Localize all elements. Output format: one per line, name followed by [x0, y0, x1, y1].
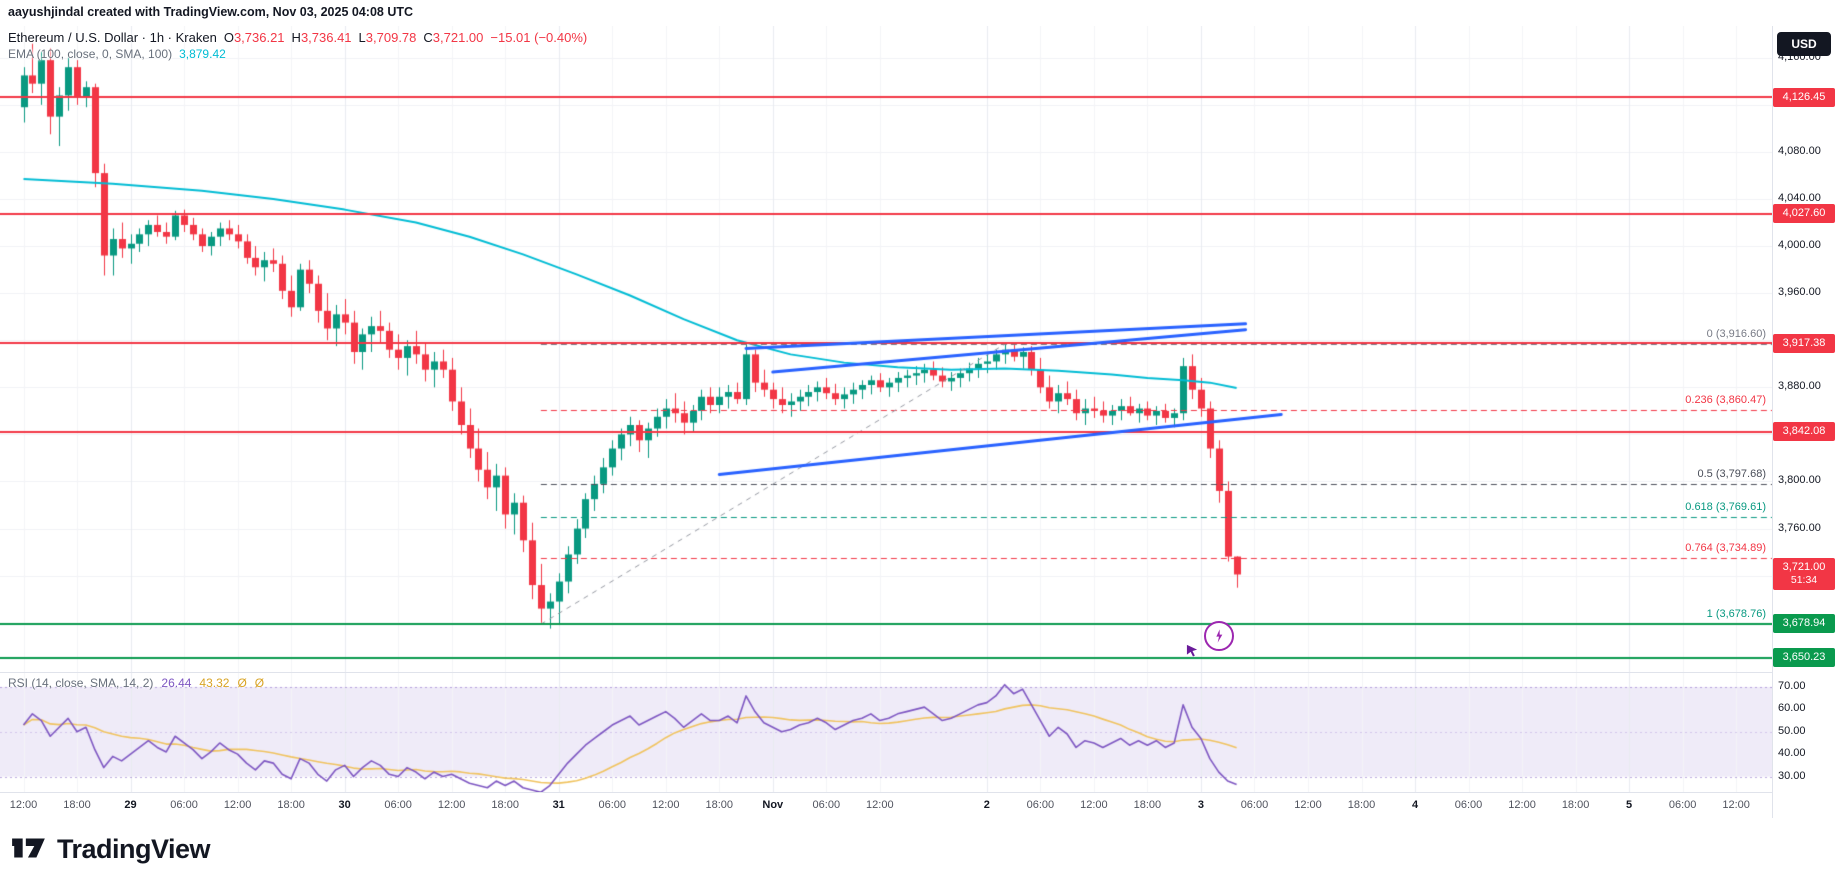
price-axis[interactable]: USD 4,160.00 4,080.00 4,040.00 4,000.00 3,96… [1772, 26, 1835, 818]
time-tick-label: 12:00 [651, 799, 680, 811]
symbol-title: Ethereum / U.S. Dollar · 1h · Kraken [8, 30, 217, 45]
support-badge: 3,650.23 [1773, 648, 1835, 668]
time-tick-label: 3 [1197, 799, 1204, 811]
time-tick-label: 18:00 [705, 799, 734, 811]
price-tick-label: 3,880.00 [1778, 380, 1821, 393]
price-tick-label: 3,960.00 [1778, 286, 1821, 299]
price-chart-canvas[interactable] [0, 26, 1772, 672]
rsi-tick-label: 40.00 [1778, 747, 1806, 760]
rsi-tick-label: 70.00 [1778, 679, 1806, 692]
time-tick-label: 18:00 [491, 799, 519, 811]
rsi-lower-band-value: Ø [254, 676, 265, 690]
time-tick-label: 06:00 [1240, 799, 1269, 811]
rsi-tick-label: 60.00 [1778, 702, 1806, 715]
time-tick-label: 12:00 [437, 799, 466, 811]
ema-legend[interactable]: EMA (100, close, 0, SMA, 100) 3,879.42 [8, 47, 226, 61]
pane-separator[interactable] [0, 672, 1772, 673]
cursor-icon [1186, 644, 1199, 662]
high-value: 3,736.41 [300, 30, 352, 45]
rsi-tick-label: 50.00 [1778, 724, 1806, 737]
rsi-value: 26.44 [161, 676, 192, 690]
time-tick-label: 06:00 [1026, 799, 1055, 811]
low-label: L [358, 30, 366, 45]
price-tick-label: 4,160.00 [1778, 50, 1821, 63]
tradingview-brand-text: TradingView [57, 834, 211, 864]
time-tick-label: 18:00 [1561, 799, 1590, 811]
time-tick-label: Nov [762, 799, 784, 811]
close-label: C [423, 30, 433, 45]
price-tick-label: 4,040.00 [1778, 192, 1821, 205]
high-label: H [291, 30, 301, 45]
time-tick-label: 06:00 [1454, 799, 1483, 811]
change-value: −15.01 (−0.40%) [490, 30, 588, 45]
time-tick-label: 06:00 [170, 799, 198, 811]
close-value: 3,721.00 [432, 30, 484, 45]
time-tick-label: 12:00 [866, 799, 894, 811]
resistance-badge: 3,917.38 [1773, 333, 1835, 353]
currency-badge[interactable]: USD [1777, 32, 1831, 56]
ema-value: 3,879.42 [179, 47, 226, 61]
support-badge: 3,678.94 [1773, 614, 1835, 634]
time-tick-label: 06:00 [384, 799, 412, 811]
rsi-upper-band-value: Ø [237, 676, 247, 690]
ema-label: EMA (100, close, 0, SMA, 100) [8, 47, 173, 61]
time-tick-label: 18:00 [1347, 799, 1376, 811]
attribution-text: aayushjindal created with TradingView.co… [8, 5, 414, 19]
resistance-badge: 4,126.45 [1773, 87, 1835, 107]
rsi-legend[interactable]: RSI (14, close, SMA, 14, 2) 26.44 43.32 Ø Ø [8, 676, 264, 690]
rsi-ma-value: 43.32 [199, 676, 230, 690]
time-tick-label: 12:00 [223, 799, 252, 811]
time-tick-label: 2 [983, 799, 990, 811]
time-tick-label: 29 [124, 799, 137, 811]
price-tick-label: 4,000.00 [1778, 239, 1821, 252]
resistance-badge: 4,027.60 [1773, 204, 1835, 224]
symbol-legend[interactable]: Ethereum / U.S. Dollar · 1h · Kraken O3,7… [8, 30, 587, 45]
time-tick-label: 06:00 [1668, 799, 1697, 811]
time-axis[interactable]: 12:00 18:00 29 06:00 12:00 18:00 30 06:00 12:00 1… [0, 792, 1772, 819]
rsi-chart-canvas[interactable] [0, 672, 1772, 792]
price-tick-label: 4,080.00 [1778, 144, 1821, 157]
rsi-label: RSI (14, close, SMA, 14, 2) [8, 676, 154, 690]
time-tick-label: 12:00 [9, 799, 38, 811]
last-price-badge: 3,721.00 51:34 [1773, 558, 1835, 591]
time-tick-label: 18:00 [277, 799, 305, 811]
tradingview-footer[interactable]: TradingView [10, 828, 211, 871]
time-tick-label: 18:00 [63, 799, 91, 811]
resistance-badge: 3,842.08 [1773, 422, 1835, 442]
open-label: O [223, 30, 234, 45]
time-tick-label: 30 [338, 799, 351, 811]
open-value: 3,736.21 [233, 30, 285, 45]
time-tick-label: 5 [1626, 799, 1633, 811]
time-tick-label: 4 [1411, 799, 1419, 811]
time-tick-label: 12:00 [1294, 799, 1322, 811]
lightning-icon[interactable] [1204, 621, 1234, 651]
time-tick-label: 12:00 [1722, 799, 1750, 811]
tradingview-logo-icon [10, 828, 48, 871]
time-tick-label: 06:00 [598, 799, 626, 811]
time-tick-label: 06:00 [812, 799, 841, 811]
time-tick-label: 12:00 [1080, 799, 1108, 811]
price-tick-label: 3,760.00 [1778, 521, 1821, 534]
time-tick-label: 31 [552, 799, 565, 811]
low-value: 3,709.78 [365, 30, 417, 45]
price-tick-label: 3,800.00 [1778, 474, 1821, 487]
time-tick-label: 12:00 [1508, 799, 1536, 811]
rsi-tick-label: 30.00 [1778, 769, 1806, 782]
time-tick-label: 18:00 [1133, 799, 1162, 811]
